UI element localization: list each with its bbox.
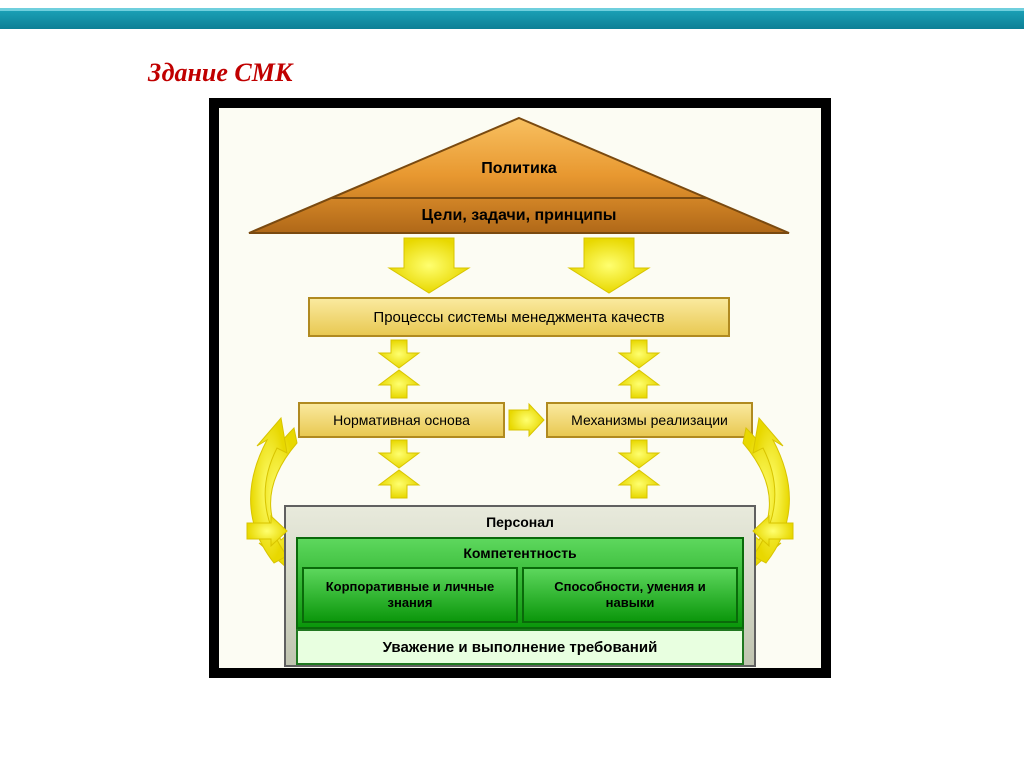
diagram-frame: Политика Цели, задачи, принципы Процессы…	[209, 98, 831, 678]
processes-label: Процессы системы менеджмента качеств	[309, 298, 729, 336]
mechanisms-label: Механизмы реализации	[547, 403, 752, 437]
arrow-norm-to-mech	[509, 404, 544, 436]
arrow-proc-mech	[619, 340, 659, 398]
arrow-mech-foundation	[619, 440, 659, 498]
slide-accent-bar	[0, 0, 1024, 38]
normative-label: Нормативная основа	[299, 403, 504, 437]
roof-apex-label: Политика	[439, 156, 599, 182]
abilities-label: Способности, умения и навыки	[523, 568, 737, 622]
personnel-label: Персонал	[285, 508, 755, 536]
arrow-roof-to-processes-right	[569, 238, 649, 293]
roof-base-label: Цели, задачи, принципы	[369, 203, 669, 229]
respect-label: Уважение и выполнение требований	[297, 630, 743, 664]
arrow-roof-to-processes-left	[389, 238, 469, 293]
arrow-proc-norm	[379, 340, 419, 398]
corporate-label: Корпоративные и личные знания	[303, 568, 517, 622]
slide-title: Здание СМК	[148, 58, 293, 88]
arrow-norm-foundation	[379, 440, 419, 498]
competence-label: Компетентность	[297, 540, 743, 566]
